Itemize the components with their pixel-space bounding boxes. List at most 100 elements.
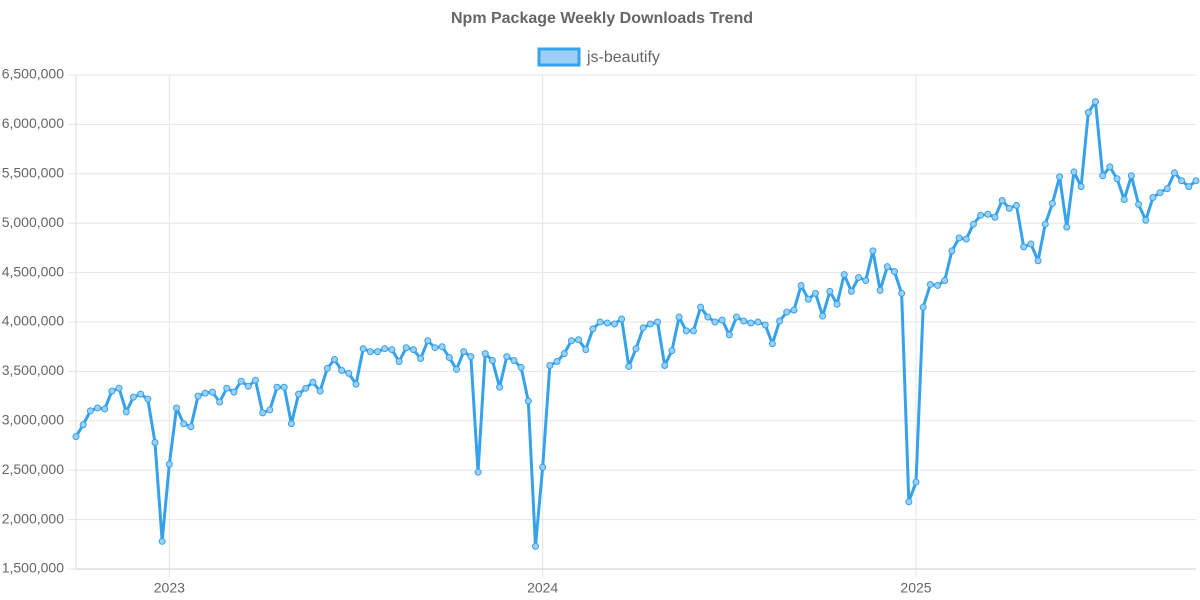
point xyxy=(876,286,884,294)
point xyxy=(941,277,949,285)
point xyxy=(546,361,554,369)
point xyxy=(733,313,741,321)
point xyxy=(453,365,461,373)
point xyxy=(1142,216,1150,224)
point xyxy=(768,340,776,348)
point xyxy=(445,354,453,362)
y-tick-label: 5,500,000 xyxy=(2,165,64,181)
point xyxy=(553,358,561,366)
point xyxy=(187,423,195,431)
point xyxy=(79,421,87,429)
point xyxy=(438,343,446,351)
point xyxy=(460,348,468,356)
point xyxy=(86,407,94,415)
point xyxy=(1013,201,1021,209)
y-tick-label: 6,500,000 xyxy=(2,66,64,82)
point xyxy=(158,537,166,545)
point xyxy=(855,274,863,282)
point xyxy=(309,378,317,386)
point xyxy=(1120,195,1128,203)
point xyxy=(273,383,281,391)
point xyxy=(295,390,303,398)
point xyxy=(474,468,482,476)
point xyxy=(675,313,683,321)
point xyxy=(567,337,575,345)
point xyxy=(661,361,669,369)
point xyxy=(431,344,439,352)
point xyxy=(1056,173,1064,181)
y-tick-label: 2,500,000 xyxy=(2,461,64,477)
point xyxy=(560,350,568,358)
point xyxy=(338,366,346,374)
point xyxy=(977,211,985,219)
point xyxy=(496,383,504,391)
point xyxy=(682,327,690,335)
point xyxy=(934,281,942,289)
y-tick-label: 1,500,000 xyxy=(2,560,64,576)
point xyxy=(919,303,927,311)
point xyxy=(847,287,855,295)
point xyxy=(1048,199,1056,207)
point xyxy=(539,463,547,471)
point xyxy=(689,327,697,335)
point xyxy=(869,247,877,255)
point xyxy=(115,384,123,392)
legend-swatch xyxy=(537,47,581,67)
point xyxy=(467,353,475,361)
point xyxy=(208,388,216,396)
point xyxy=(330,356,338,364)
point xyxy=(1077,183,1085,191)
point xyxy=(223,384,231,392)
point xyxy=(1170,169,1178,177)
chart-title: Npm Package Weekly Downloads Trend xyxy=(451,10,753,27)
point xyxy=(244,382,252,390)
point xyxy=(890,268,898,276)
point xyxy=(718,316,726,324)
point xyxy=(517,363,525,371)
point xyxy=(618,315,626,323)
point xyxy=(1127,172,1135,180)
point xyxy=(374,348,382,356)
point xyxy=(1063,223,1071,231)
point xyxy=(811,289,819,297)
point xyxy=(883,263,891,271)
point xyxy=(790,306,798,314)
point xyxy=(129,393,137,401)
point xyxy=(417,355,425,363)
point xyxy=(725,331,733,339)
point xyxy=(840,271,848,279)
point xyxy=(639,324,647,332)
point xyxy=(833,300,841,308)
point xyxy=(776,317,784,325)
point xyxy=(625,362,633,370)
point xyxy=(151,439,159,447)
point xyxy=(237,377,245,385)
point xyxy=(1113,175,1121,183)
y-tick-label: 3,500,000 xyxy=(2,362,64,378)
point xyxy=(1034,257,1042,265)
point xyxy=(230,388,238,396)
point xyxy=(797,281,805,289)
point xyxy=(144,395,152,403)
x-tick-label: 2023 xyxy=(154,580,185,596)
point xyxy=(984,210,992,218)
point xyxy=(582,346,590,354)
point xyxy=(180,420,188,428)
point xyxy=(173,404,181,412)
point xyxy=(424,337,432,345)
point xyxy=(251,376,259,384)
point xyxy=(898,289,906,297)
point xyxy=(1192,177,1200,185)
point xyxy=(510,357,518,365)
point xyxy=(72,433,80,441)
point xyxy=(912,478,920,486)
point xyxy=(754,318,762,326)
point xyxy=(998,196,1006,204)
point xyxy=(646,320,654,328)
point xyxy=(747,319,755,327)
point xyxy=(524,397,532,405)
point xyxy=(323,364,331,372)
point xyxy=(266,406,274,414)
point xyxy=(409,346,417,354)
